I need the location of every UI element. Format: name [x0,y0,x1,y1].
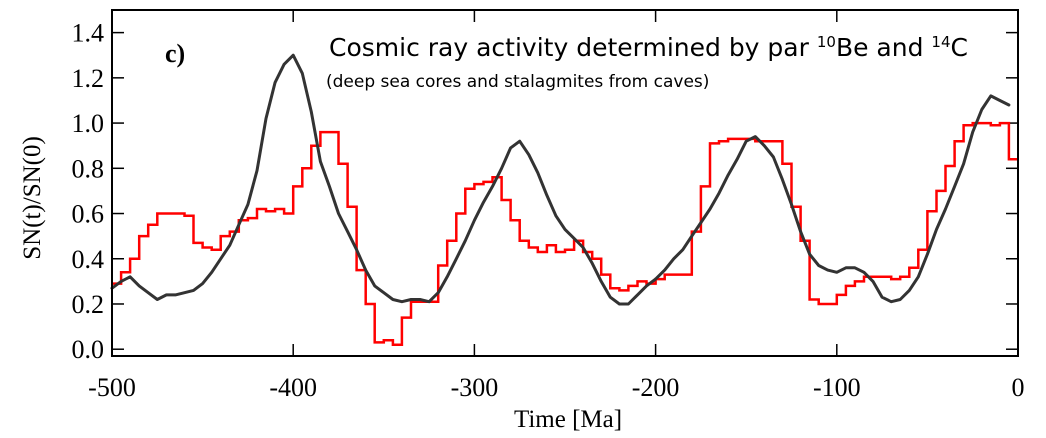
annotation-subtitle: (deep sea cores and stalagmites from cav… [326,72,709,92]
plot-frame [111,9,1019,357]
x-axis-ticks: -500 -400 -300 -200 -100 0 [88,10,1025,402]
annotation-connector: and [868,33,931,62]
x-axis-title: Time [Ma] [514,406,622,433]
y-tick-label: 0.6 [72,200,105,229]
y-tick-label: 1.0 [72,109,105,138]
y-axis-title: SN(t)/SN(0) [19,136,46,260]
y-tick-label: 1.2 [72,64,105,93]
y-tick-label: 0.2 [72,290,105,319]
annotation-isotope1-symbol: Be [836,33,869,62]
series-cosmic-ray-step-line [112,121,1018,346]
x-tick-label: -100 [813,373,861,402]
x-tick-label: -300 [451,373,499,402]
series-smoothed-line [110,53,1011,306]
x-tick-label: 0 [1012,373,1025,402]
annotation-title: Cosmic ray activity determined by par 10… [329,33,968,62]
y-tick-label: 0.8 [72,154,105,183]
x-tick-label: -400 [269,373,317,402]
x-tick-label: -200 [632,373,680,402]
annotation-isotope1-mass: 10 [817,33,836,51]
annotation-prefix: Cosmic ray activity determined by par [329,33,817,62]
annotation-isotope2-mass: 14 [931,33,950,51]
annotation-isotope2-symbol: C [951,33,968,62]
panel-label: c) [165,39,185,68]
y-tick-label: 1.4 [72,19,105,48]
y-axis-ticks: 0.0 0.2 0.4 0.6 0.8 1.0 1.2 1.4 [72,19,1018,364]
y-tick-label: 0.0 [72,335,105,364]
y-tick-label: 0.4 [72,245,105,274]
x-tick-label: -500 [88,373,136,402]
